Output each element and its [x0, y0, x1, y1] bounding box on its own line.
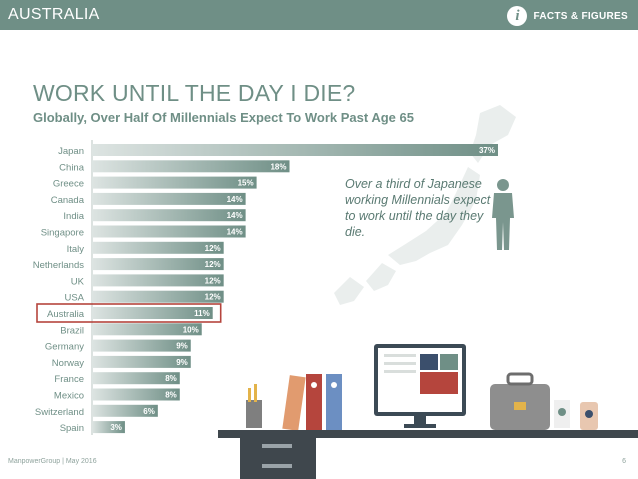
value-label: 6%: [143, 407, 155, 416]
value-label: 3%: [110, 423, 122, 432]
bar-usa: [92, 290, 224, 303]
value-label: 9%: [176, 342, 188, 351]
page-number: 6: [622, 458, 626, 465]
category-label: UK: [71, 276, 85, 287]
value-label: 37%: [479, 146, 495, 155]
bar-india: [92, 209, 246, 222]
japan-callout-text: Over a third of Japanese working Millenn…: [345, 177, 491, 239]
category-label: Netherlands: [33, 260, 84, 271]
office-desk-illustration: [218, 344, 638, 479]
category-label: Singapore: [41, 228, 84, 239]
bar-italy: [92, 241, 224, 254]
category-label: France: [54, 374, 84, 385]
info-icon: i: [507, 6, 528, 26]
value-label: 12%: [205, 244, 221, 253]
bar-singapore: [92, 225, 246, 238]
bar-france: [92, 372, 180, 385]
value-label: 14%: [227, 195, 243, 204]
category-label: Greece: [53, 179, 84, 190]
headline: WORK UNTIL THE DAY I DIE?: [33, 80, 356, 106]
category-label: Norway: [52, 358, 84, 369]
value-label: 10%: [183, 325, 199, 334]
value-label: 14%: [227, 211, 243, 220]
category-label: India: [63, 211, 84, 222]
category-label: Canada: [51, 195, 85, 206]
bar-japan: [92, 144, 498, 156]
bar-norway: [92, 355, 191, 368]
value-label: 12%: [205, 260, 221, 269]
subheadline: Globally, Over Half Of Millennials Expec…: [33, 110, 414, 125]
value-label: 9%: [176, 358, 188, 367]
highlight-box: [36, 303, 222, 323]
value-label: 8%: [165, 374, 177, 383]
bar-uk: [92, 274, 224, 287]
millennials-work-chart: Japan 37% China 18% Greece 15% Canada 14% India 1…: [33, 140, 498, 435]
value-label: 12%: [205, 276, 221, 285]
bar-china: [92, 160, 290, 173]
footer-source: ManpowerGroup | May 2016: [8, 458, 97, 465]
bar-australia: [92, 307, 213, 319]
bar-switzerland: [92, 404, 158, 417]
category-label: Japan: [58, 146, 84, 157]
bar-mexico: [92, 388, 180, 401]
value-label: 11%: [194, 309, 210, 318]
category-label: China: [59, 162, 85, 173]
bar-brazil: [92, 323, 202, 336]
category-label: Spain: [60, 423, 84, 434]
bar-greece: [92, 176, 257, 189]
bar-spain: [92, 421, 125, 434]
facts-figures-badge: i FACTS & FIGURES: [507, 6, 628, 26]
header-bar: AUSTRALIA i FACTS & FIGURES: [0, 0, 638, 30]
category-label: USA: [64, 293, 84, 304]
category-label: Mexico: [54, 391, 84, 402]
value-label: 8%: [165, 391, 177, 400]
facts-figures-label: FACTS & FIGURES: [533, 10, 628, 22]
person-silhouette-icon: [492, 179, 514, 250]
value-label: 15%: [238, 179, 254, 188]
japan-map-illustration: [334, 105, 516, 305]
bar-netherlands: [92, 258, 224, 271]
category-label: Switzerland: [35, 407, 84, 418]
value-label: 14%: [227, 228, 243, 237]
value-label: 18%: [270, 162, 286, 171]
page-title: AUSTRALIA: [8, 6, 100, 23]
category-label: Brazil: [60, 325, 84, 336]
category-label: Australia: [47, 309, 85, 320]
value-label: 12%: [205, 293, 221, 302]
bar-germany: [92, 339, 191, 352]
category-label: Germany: [45, 342, 84, 353]
category-label: Italy: [67, 244, 85, 255]
bar-canada: [92, 192, 246, 205]
